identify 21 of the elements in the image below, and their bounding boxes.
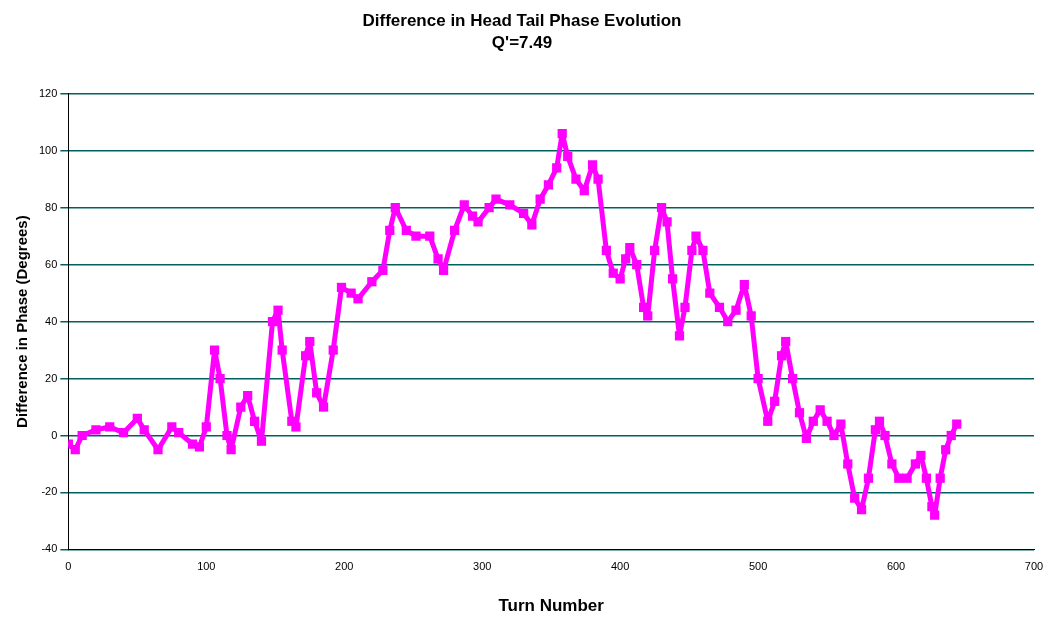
y-tick-label: 60 bbox=[45, 257, 58, 270]
x-tick-label: 500 bbox=[748, 560, 768, 573]
chart-title: Difference in Head Tail Phase Evolution bbox=[362, 10, 682, 30]
y-axis-title: Difference in Phase (Degrees) bbox=[13, 215, 31, 428]
y-tick-label: 100 bbox=[38, 143, 58, 156]
x-axis-title: Turn Number bbox=[498, 596, 605, 616]
x-tick-label: 0 bbox=[65, 560, 72, 573]
y-tick-label: 40 bbox=[45, 314, 58, 327]
x-tick-label: 600 bbox=[886, 560, 906, 573]
y-tick-label: 80 bbox=[45, 200, 58, 213]
x-tick-label: 200 bbox=[335, 560, 354, 573]
x-tick-label: 300 bbox=[473, 560, 492, 573]
x-tick-label: 100 bbox=[197, 560, 216, 573]
y-tick-label: 20 bbox=[45, 371, 58, 384]
y-tick-label: -40 bbox=[41, 542, 58, 555]
y-tick-label: -20 bbox=[41, 485, 58, 498]
x-tick-label: 400 bbox=[610, 560, 630, 573]
y-tick-label: 120 bbox=[38, 86, 58, 99]
x-tick-label: 700 bbox=[1024, 560, 1044, 573]
y-tick-label: 0 bbox=[51, 428, 58, 441]
chart-subtitle: Q'=7.49 bbox=[491, 33, 553, 53]
